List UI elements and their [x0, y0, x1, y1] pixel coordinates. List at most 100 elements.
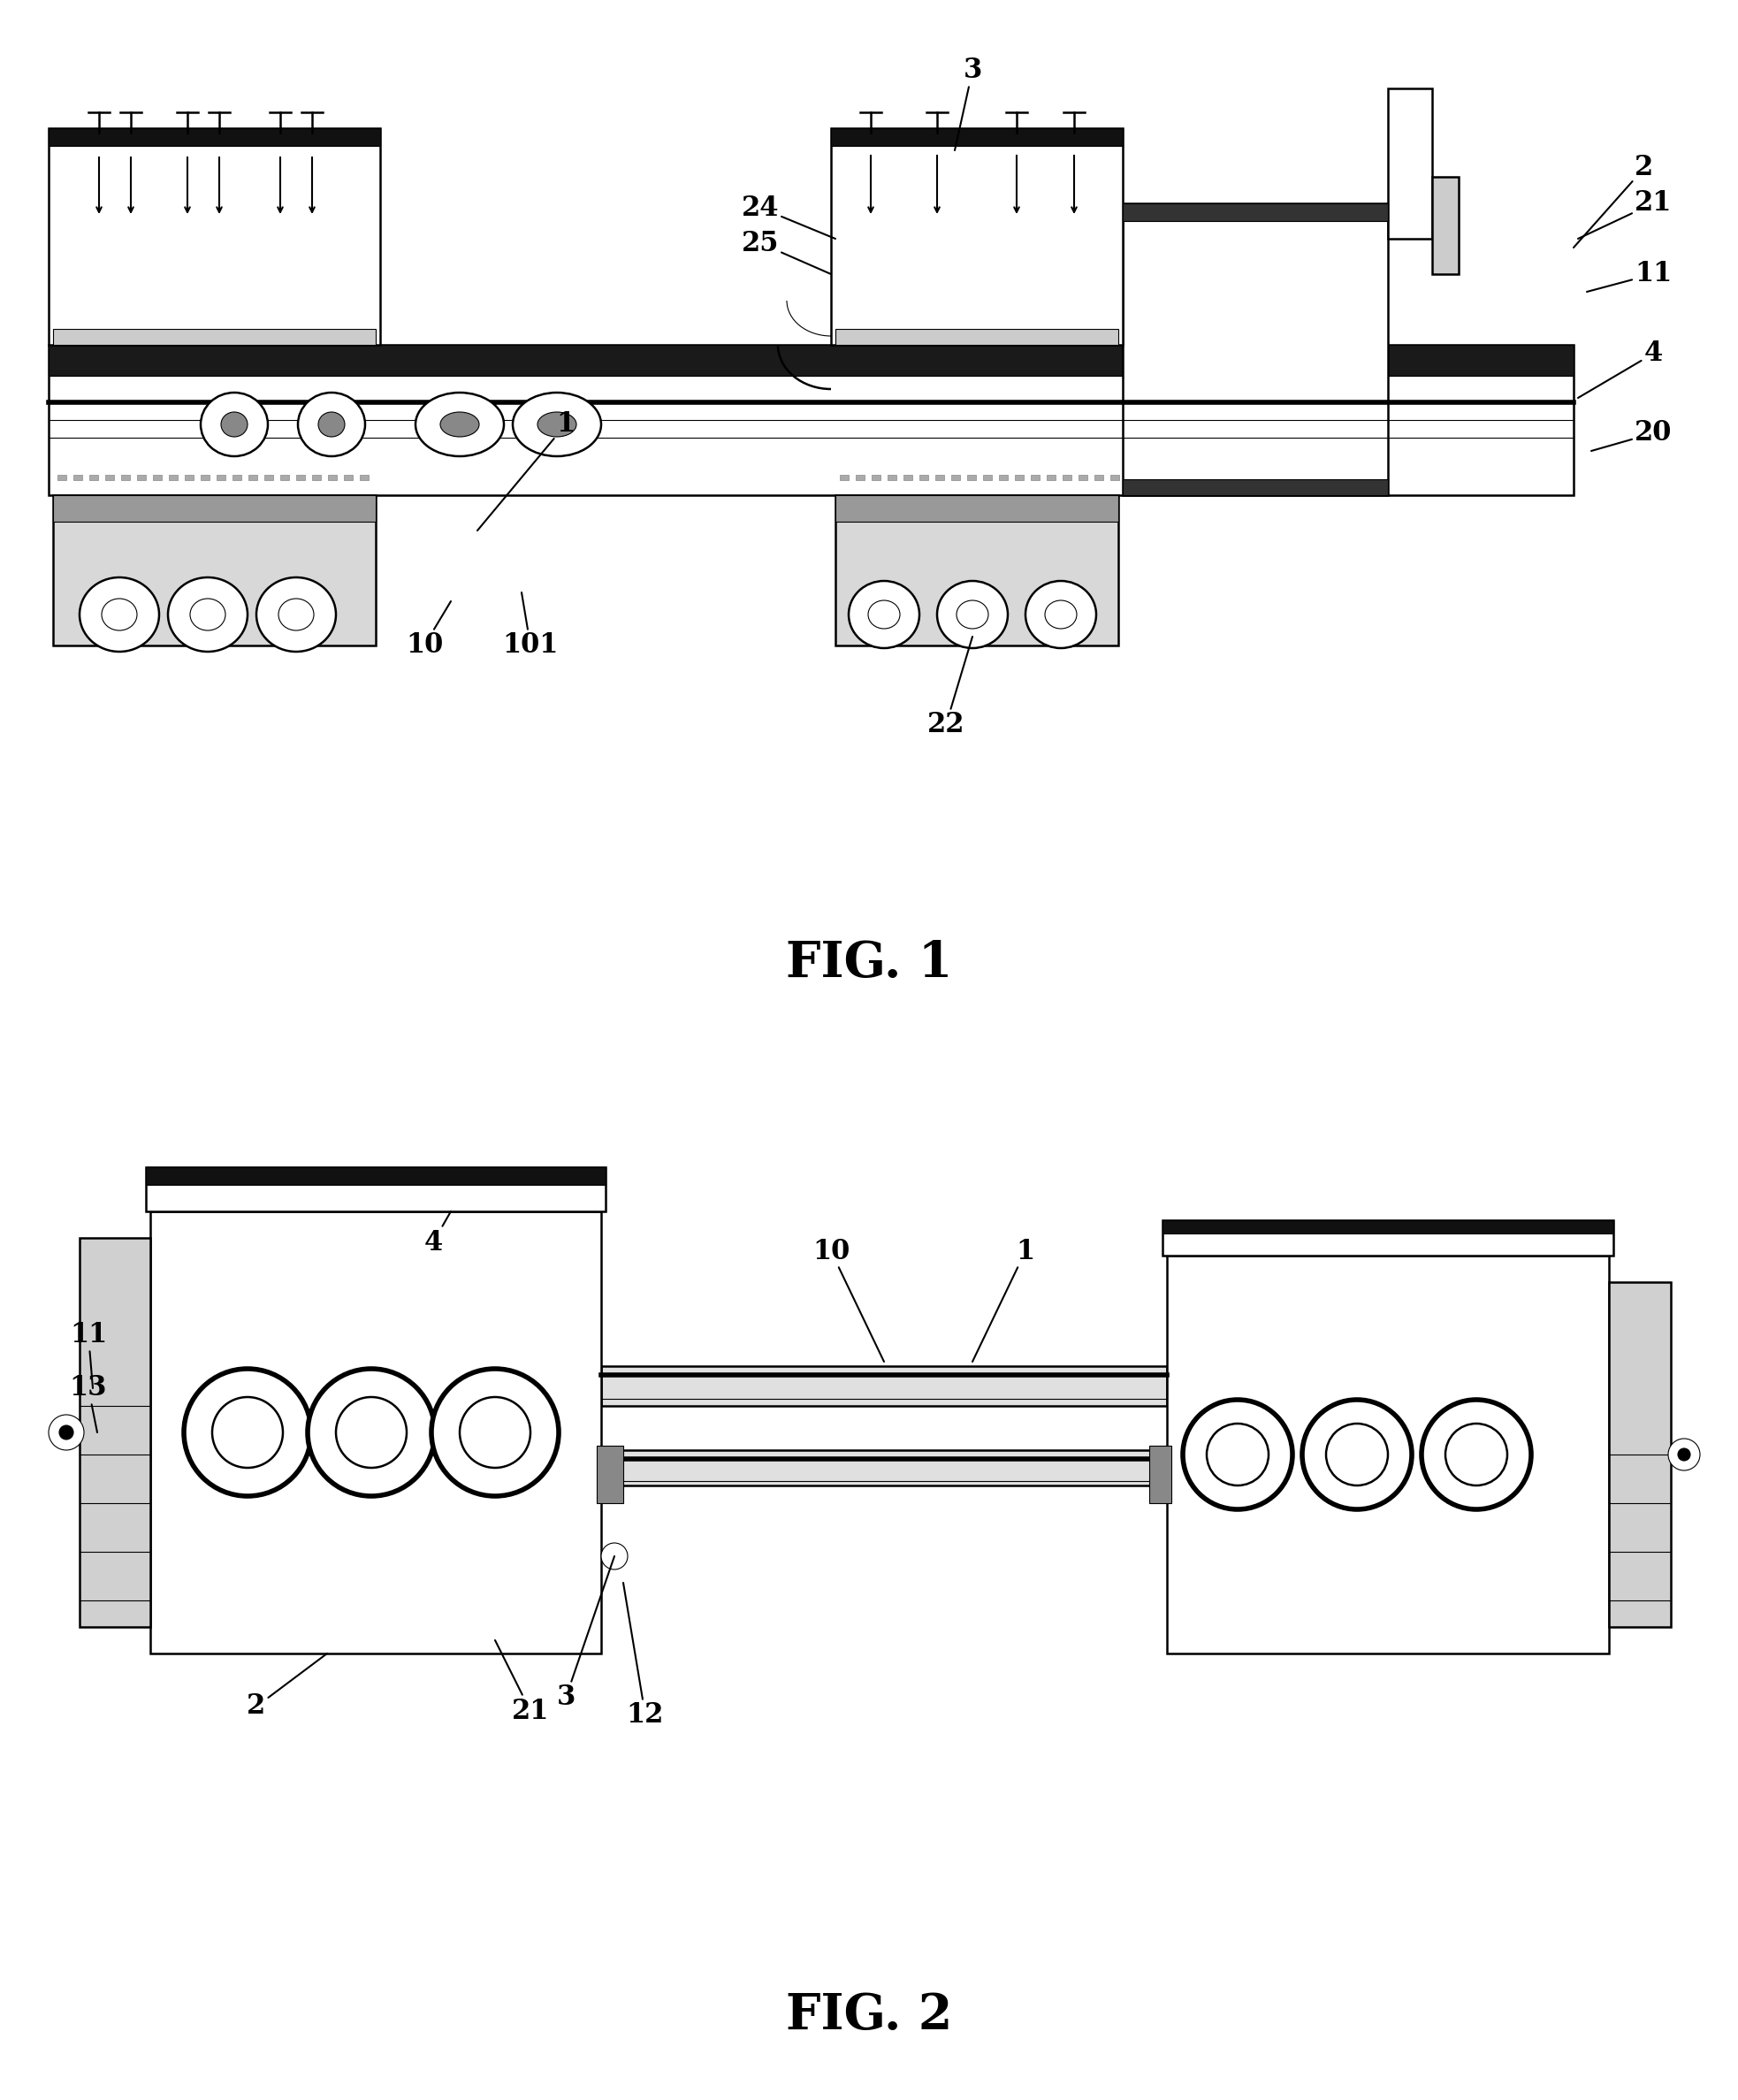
- Bar: [49, 344, 1573, 496]
- Bar: [1079, 475, 1088, 481]
- Bar: [904, 475, 912, 481]
- Bar: [295, 475, 304, 481]
- Bar: [1031, 475, 1039, 481]
- Text: 3: 3: [556, 1556, 615, 1712]
- Text: 25: 25: [742, 229, 831, 275]
- Bar: [217, 475, 226, 481]
- Bar: [1432, 176, 1458, 275]
- Bar: [106, 475, 115, 481]
- Bar: [49, 128, 381, 145]
- Bar: [836, 496, 1118, 521]
- Bar: [184, 475, 193, 481]
- Bar: [200, 475, 210, 481]
- Bar: [1166, 1256, 1609, 1653]
- Ellipse shape: [318, 412, 344, 437]
- Bar: [49, 344, 1573, 376]
- Circle shape: [459, 1396, 530, 1468]
- Circle shape: [1302, 1401, 1411, 1510]
- Ellipse shape: [415, 393, 504, 456]
- Bar: [601, 1451, 1166, 1485]
- Ellipse shape: [278, 598, 315, 630]
- Bar: [169, 475, 177, 481]
- Text: 12: 12: [624, 1583, 664, 1728]
- Text: 1: 1: [478, 412, 575, 531]
- Ellipse shape: [937, 582, 1008, 649]
- Ellipse shape: [221, 412, 247, 437]
- Bar: [146, 1168, 605, 1212]
- Circle shape: [212, 1396, 283, 1468]
- Bar: [49, 128, 381, 344]
- Bar: [984, 475, 992, 481]
- Text: 1: 1: [973, 1237, 1034, 1361]
- Bar: [328, 475, 337, 481]
- Ellipse shape: [867, 601, 900, 628]
- Bar: [360, 475, 368, 481]
- Circle shape: [1326, 1424, 1389, 1485]
- Bar: [1015, 475, 1024, 481]
- Circle shape: [308, 1369, 434, 1495]
- Bar: [54, 496, 375, 645]
- Bar: [1123, 479, 1389, 496]
- Bar: [601, 1367, 1166, 1405]
- Bar: [1095, 475, 1104, 481]
- Bar: [919, 475, 928, 481]
- Bar: [153, 475, 162, 481]
- Bar: [249, 475, 257, 481]
- Text: 101: 101: [502, 592, 558, 659]
- Bar: [831, 128, 1123, 344]
- Text: 4: 4: [1578, 340, 1663, 397]
- Circle shape: [1206, 1424, 1269, 1485]
- Text: 22: 22: [926, 636, 973, 739]
- Circle shape: [1422, 1401, 1531, 1510]
- Text: 10: 10: [812, 1237, 885, 1361]
- Text: 4: 4: [424, 1212, 450, 1256]
- Text: 3: 3: [954, 57, 982, 151]
- Bar: [1163, 1220, 1613, 1233]
- Circle shape: [601, 1544, 627, 1569]
- Ellipse shape: [1025, 582, 1097, 649]
- Text: 2: 2: [1573, 153, 1653, 248]
- Circle shape: [184, 1369, 311, 1495]
- Ellipse shape: [257, 578, 335, 651]
- Circle shape: [335, 1396, 407, 1468]
- Bar: [872, 475, 881, 481]
- Bar: [313, 475, 322, 481]
- Ellipse shape: [956, 601, 989, 628]
- Bar: [999, 475, 1008, 481]
- Bar: [1123, 204, 1389, 496]
- Text: 2: 2: [247, 1653, 327, 1720]
- Bar: [149, 1212, 601, 1653]
- Circle shape: [1668, 1439, 1700, 1470]
- Bar: [89, 475, 97, 481]
- Bar: [966, 475, 977, 481]
- Text: FIG. 2: FIG. 2: [786, 1991, 952, 2041]
- Ellipse shape: [101, 598, 137, 630]
- Bar: [1123, 204, 1389, 220]
- Bar: [1046, 475, 1055, 481]
- Bar: [1609, 1283, 1670, 1628]
- Ellipse shape: [297, 393, 365, 456]
- Text: 21: 21: [1578, 189, 1672, 239]
- Bar: [596, 1445, 624, 1504]
- Ellipse shape: [537, 412, 577, 437]
- Bar: [1389, 88, 1432, 239]
- Bar: [951, 475, 959, 481]
- Bar: [1111, 475, 1119, 481]
- Circle shape: [431, 1369, 558, 1495]
- Text: 20: 20: [1592, 420, 1672, 451]
- Bar: [233, 475, 242, 481]
- Bar: [831, 128, 1123, 145]
- Bar: [935, 475, 944, 481]
- Bar: [57, 475, 66, 481]
- Text: 11: 11: [70, 1321, 108, 1388]
- Ellipse shape: [169, 578, 247, 651]
- Bar: [80, 1237, 149, 1628]
- Bar: [137, 475, 146, 481]
- Bar: [855, 475, 864, 481]
- Text: FIG. 1: FIG. 1: [786, 939, 952, 989]
- Text: 10: 10: [405, 601, 450, 659]
- Bar: [54, 496, 375, 521]
- Text: 24: 24: [742, 193, 836, 239]
- Bar: [280, 475, 289, 481]
- Ellipse shape: [848, 582, 919, 649]
